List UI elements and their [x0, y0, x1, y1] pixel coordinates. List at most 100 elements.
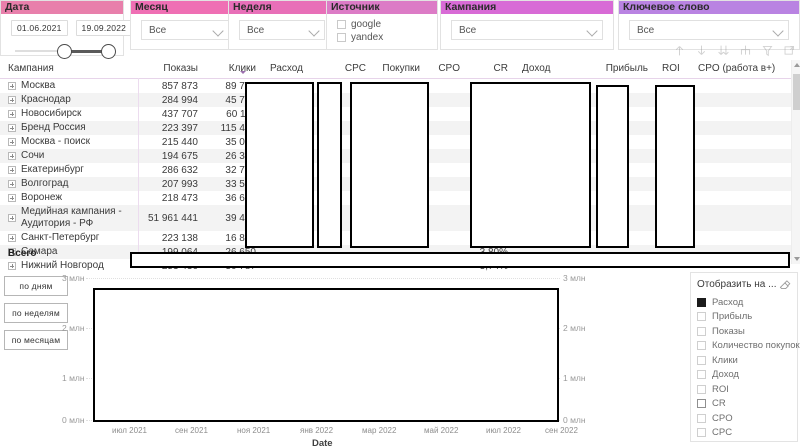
drill-down-icon[interactable] [695, 44, 708, 57]
cell-impressions: 857 873 [161, 80, 198, 92]
slicer-campaign[interactable]: Кампания Все [440, 0, 614, 50]
x-axis-tick: май 2022 [424, 426, 459, 435]
cell-clicks: 26 359 [225, 150, 256, 162]
measure-item[interactable]: CPC [697, 426, 791, 441]
checkbox-icon[interactable] [697, 297, 706, 307]
checkbox-icon[interactable] [697, 312, 706, 322]
table-scrollbar[interactable] [791, 60, 800, 264]
expand-row-icon[interactable] [8, 234, 16, 242]
x-axis-title: Date [312, 438, 333, 448]
col-header-revenue[interactable]: Доход [514, 60, 584, 79]
expand-row-icon[interactable] [8, 152, 16, 160]
checkbox-icon[interactable] [697, 355, 706, 365]
col-header-purchases[interactable]: Покупки [372, 60, 426, 79]
col-header-campaign[interactable]: Кампания [0, 60, 138, 79]
cell-campaign-name: Медийная кампания - Аудитория - РФ [0, 205, 138, 231]
expand-row-icon[interactable] [8, 214, 16, 222]
measure-item[interactable]: Доход [697, 368, 791, 383]
measure-item[interactable]: Показы [697, 324, 791, 339]
x-axis-tick: июл 2021 [112, 426, 147, 435]
measure-item[interactable]: Расход [697, 295, 791, 310]
focus-mode-icon[interactable] [783, 44, 796, 57]
filter-icon[interactable] [761, 44, 774, 57]
checkbox-icon[interactable] [697, 413, 706, 423]
cell-impressions: 194 675 [161, 150, 198, 162]
date-range-slider[interactable] [15, 40, 116, 62]
month-dropdown[interactable]: Все [141, 20, 229, 40]
column-divider [138, 78, 139, 268]
cell-cpo-work [696, 177, 780, 191]
granularity-monthly-button[interactable]: по месяцам [4, 330, 68, 350]
col-header-clicks[interactable]: Клики [204, 60, 262, 79]
col-header-cpo-work[interactable]: CPO (работа в+) [696, 60, 780, 79]
checkbox-icon[interactable] [697, 399, 706, 409]
eraser-icon[interactable] [778, 278, 791, 291]
slicer-source[interactable]: Источник google yandex [326, 0, 438, 50]
slider-handle-end[interactable] [101, 44, 116, 59]
measure-item[interactable]: CPO [697, 411, 791, 426]
slicer-keyword[interactable]: Ключевое слово Все [618, 0, 800, 50]
col-header-cpo[interactable]: CPO [426, 60, 466, 79]
expand-row-icon[interactable] [8, 124, 16, 132]
col-header-spend[interactable]: Расход [262, 60, 328, 79]
col-header-cpc[interactable]: CPC [328, 60, 372, 79]
measure-list[interactable]: Расход Прибыль Показы Количество покупок Кли… [697, 295, 800, 441]
cell-cpo [426, 93, 466, 107]
scroll-up-icon[interactable] [794, 63, 800, 67]
granularity-daily-button[interactable]: по дням [4, 276, 68, 296]
expand-row-icon[interactable] [8, 166, 16, 174]
col-header-profit[interactable]: Прибыль [584, 60, 654, 79]
measure-panel-title: Отобразить на ... [697, 279, 777, 290]
expand-row-icon[interactable] [8, 194, 16, 202]
measure-item[interactable]: ROI [697, 382, 791, 397]
expand-row-icon[interactable] [8, 110, 16, 118]
expand-row-icon[interactable] [8, 262, 16, 270]
campaign-dropdown[interactable]: Все [451, 20, 603, 40]
slicer-week[interactable]: Неделя Все [228, 0, 336, 50]
drill-up-icon[interactable] [673, 44, 686, 57]
keyword-dropdown[interactable]: Все [629, 20, 789, 40]
cell-campaign-name: Самара [0, 245, 138, 259]
slicer-campaign-title: Кампания [441, 1, 613, 14]
week-dropdown[interactable]: Все [239, 20, 325, 40]
checkbox-icon[interactable] [697, 341, 706, 351]
expand-row-icon[interactable] [8, 180, 16, 188]
source-option-yandex[interactable]: yandex [333, 31, 431, 44]
cell-impressions: 286 632 [161, 164, 198, 176]
measure-item[interactable]: Клики [697, 353, 791, 368]
checkbox-icon[interactable] [697, 428, 706, 438]
measure-selector-panel[interactable]: Отобразить на ... Расход Прибыль Показы Кол… [690, 272, 800, 442]
checkbox-icon[interactable] [697, 384, 706, 394]
col-header-roi[interactable]: ROI [654, 60, 696, 79]
expand-all-icon[interactable] [717, 44, 730, 57]
week-dropdown-value: Все [247, 24, 265, 36]
slider-handle-start[interactable] [57, 44, 72, 59]
expand-row-icon[interactable] [8, 96, 16, 104]
checkbox-icon[interactable] [697, 370, 706, 380]
date-to-input[interactable]: 19.09.2022 [75, 20, 133, 36]
expand-row-icon[interactable] [8, 82, 16, 90]
col-header-cr[interactable]: CR [466, 60, 514, 79]
checkbox-icon[interactable] [337, 20, 346, 29]
measure-item[interactable]: CR [697, 397, 791, 412]
checkbox-icon[interactable] [697, 326, 706, 336]
chevron-down-icon [774, 26, 783, 35]
slicer-date[interactable]: Дата 01.06.2021 19.09.2022 [0, 0, 133, 59]
measure-item[interactable]: Количество покупок [697, 339, 800, 354]
timeseries-chart[interactable]: по дням по неделям по месяцам 3 млн 2 мл… [0, 268, 800, 448]
col-header-impressions[interactable]: Показы [138, 60, 204, 79]
source-option-google[interactable]: google [333, 18, 431, 31]
scrollbar-thumb[interactable] [793, 74, 800, 110]
granularity-buttons[interactable]: по дням по неделям по месяцам [4, 276, 68, 357]
y-axis-tick-left: 2 млн [62, 323, 85, 333]
slicer-month[interactable]: Месяц Все [130, 0, 240, 50]
granularity-weekly-button[interactable]: по неделям [4, 303, 68, 323]
date-from-input[interactable]: 01.06.2021 [11, 20, 68, 36]
checkbox-icon[interactable] [337, 33, 346, 42]
expand-row-icon[interactable] [8, 248, 16, 256]
scroll-down-icon[interactable] [794, 257, 800, 261]
measure-item[interactable]: Прибыль [697, 310, 791, 325]
expand-row-icon[interactable] [8, 138, 16, 146]
hierarchy-icon[interactable] [739, 44, 752, 57]
visual-header-toolbar[interactable] [673, 44, 796, 57]
